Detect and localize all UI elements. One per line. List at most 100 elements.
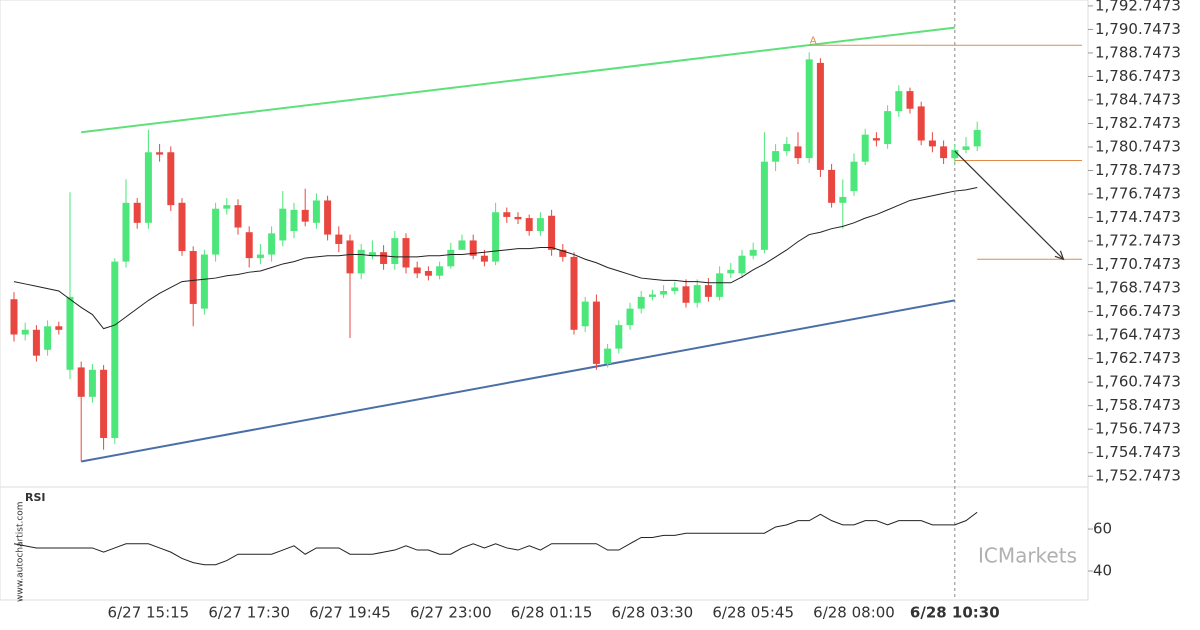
- site-watermark: www.autochartist.com: [16, 501, 26, 602]
- candle-body: [772, 151, 780, 162]
- y-tick-label: 1,754.7473: [1095, 443, 1181, 461]
- candle-body: [760, 161, 768, 250]
- x-tick-label: 6/28 08:00: [813, 604, 895, 622]
- candle-body: [570, 256, 578, 330]
- y-tick-label: 1,766.7473: [1095, 302, 1181, 320]
- candle-body: [839, 196, 847, 203]
- candle-body: [738, 255, 746, 274]
- x-tick-label: 6/28 01:15: [511, 604, 593, 622]
- candle-body: [178, 202, 186, 252]
- y-tick-label: 1,760.7473: [1095, 373, 1181, 391]
- candle-body: [144, 152, 152, 223]
- candle-body: [704, 285, 712, 297]
- candle-body: [44, 326, 52, 350]
- y-tick-label: 1,786.7473: [1095, 67, 1181, 85]
- candle-body: [189, 251, 197, 304]
- candle-body: [346, 240, 354, 274]
- candle-body: [917, 106, 925, 141]
- candle-body: [514, 216, 522, 220]
- candle-body: [492, 212, 500, 262]
- y-tick-label: 1,772.7473: [1095, 232, 1181, 250]
- candle-body: [671, 287, 679, 291]
- y-tick-label: 1,788.7473: [1095, 43, 1181, 61]
- candle-body: [727, 269, 735, 274]
- candle-body: [111, 261, 119, 438]
- candle-body: [357, 249, 365, 274]
- candle-body: [637, 296, 645, 309]
- candle-body: [480, 255, 488, 262]
- y-tick-label: 1,768.7473: [1095, 279, 1181, 297]
- candle-body: [21, 329, 29, 335]
- candle-body: [536, 218, 544, 232]
- candle-body: [615, 325, 623, 349]
- forecast-arrow: [954, 150, 1064, 260]
- candle-body: [212, 208, 220, 255]
- candle-body: [245, 232, 253, 259]
- y-tick-label: 1,770.7473: [1095, 255, 1181, 273]
- candle-body: [200, 254, 208, 309]
- candle-body: [682, 286, 690, 303]
- candle-body: [424, 271, 432, 276]
- candle-body: [77, 367, 85, 397]
- candle-body: [895, 91, 903, 112]
- candle-body: [660, 291, 668, 295]
- x-tick-label: 6/27 15:15: [108, 604, 190, 622]
- candle-body: [592, 301, 600, 364]
- plot-frame: [0, 0, 1089, 601]
- x-tick-label: 6/27 17:30: [208, 604, 290, 622]
- candle-body: [828, 169, 836, 203]
- candle-body: [749, 249, 757, 256]
- candle-body: [413, 267, 421, 274]
- candle-body: [88, 369, 96, 397]
- y-tick-label: 1,756.7473: [1095, 420, 1181, 438]
- y-tick-label: 1,776.7473: [1095, 185, 1181, 203]
- candle-body: [816, 62, 824, 170]
- candle-body: [648, 294, 656, 297]
- x-tick-label: 6/28 05:45: [712, 604, 794, 622]
- candle-body: [156, 152, 164, 155]
- candle-body: [604, 348, 612, 364]
- y-tick-label: 1,752.7473: [1095, 467, 1181, 485]
- candle-body: [268, 233, 276, 255]
- candle-body: [872, 138, 880, 141]
- candle-body: [10, 299, 18, 335]
- candle-body: [391, 238, 399, 264]
- y-tick-label: 1,778.7473: [1095, 161, 1181, 179]
- candle-body: [525, 218, 533, 232]
- y-tick-label: 1,784.7473: [1095, 90, 1181, 108]
- candle-body: [951, 149, 959, 159]
- candle-body: [100, 369, 108, 438]
- candle-body: [402, 238, 410, 268]
- brand-watermark: ICMarkets: [978, 544, 1077, 568]
- candle-body: [279, 208, 287, 241]
- y-tick-label: 40: [1093, 562, 1112, 580]
- arrow-head: [1054, 250, 1065, 261]
- candle-body: [290, 209, 298, 232]
- candle-body: [783, 144, 791, 152]
- candle-body: [335, 234, 343, 244]
- y-tick-label: 1,758.7473: [1095, 396, 1181, 414]
- trendline: [81, 299, 955, 463]
- candle-body: [458, 240, 466, 250]
- rsi-line: [13, 511, 978, 566]
- candle-body: [324, 200, 332, 235]
- candle-body: [626, 308, 634, 326]
- candle-body: [962, 146, 970, 150]
- candle-body: [716, 273, 724, 297]
- x-tick-label: 6/28 10:30: [910, 604, 1000, 622]
- candle-body: [256, 254, 264, 259]
- y-tick-label: 1,782.7473: [1095, 114, 1181, 132]
- candle-body: [503, 212, 511, 217]
- candle-body: [581, 301, 589, 327]
- x-tick-label: 6/28 03:30: [612, 604, 694, 622]
- rsi-title: RSI: [25, 491, 46, 504]
- candle-body: [973, 129, 981, 147]
- pattern-point-label: A: [810, 35, 817, 46]
- y-tick-label: 1,762.7473: [1095, 349, 1181, 367]
- candle-body: [122, 202, 130, 262]
- candle-body: [469, 240, 477, 256]
- candle-body: [884, 111, 892, 145]
- moving-average: [13, 187, 978, 330]
